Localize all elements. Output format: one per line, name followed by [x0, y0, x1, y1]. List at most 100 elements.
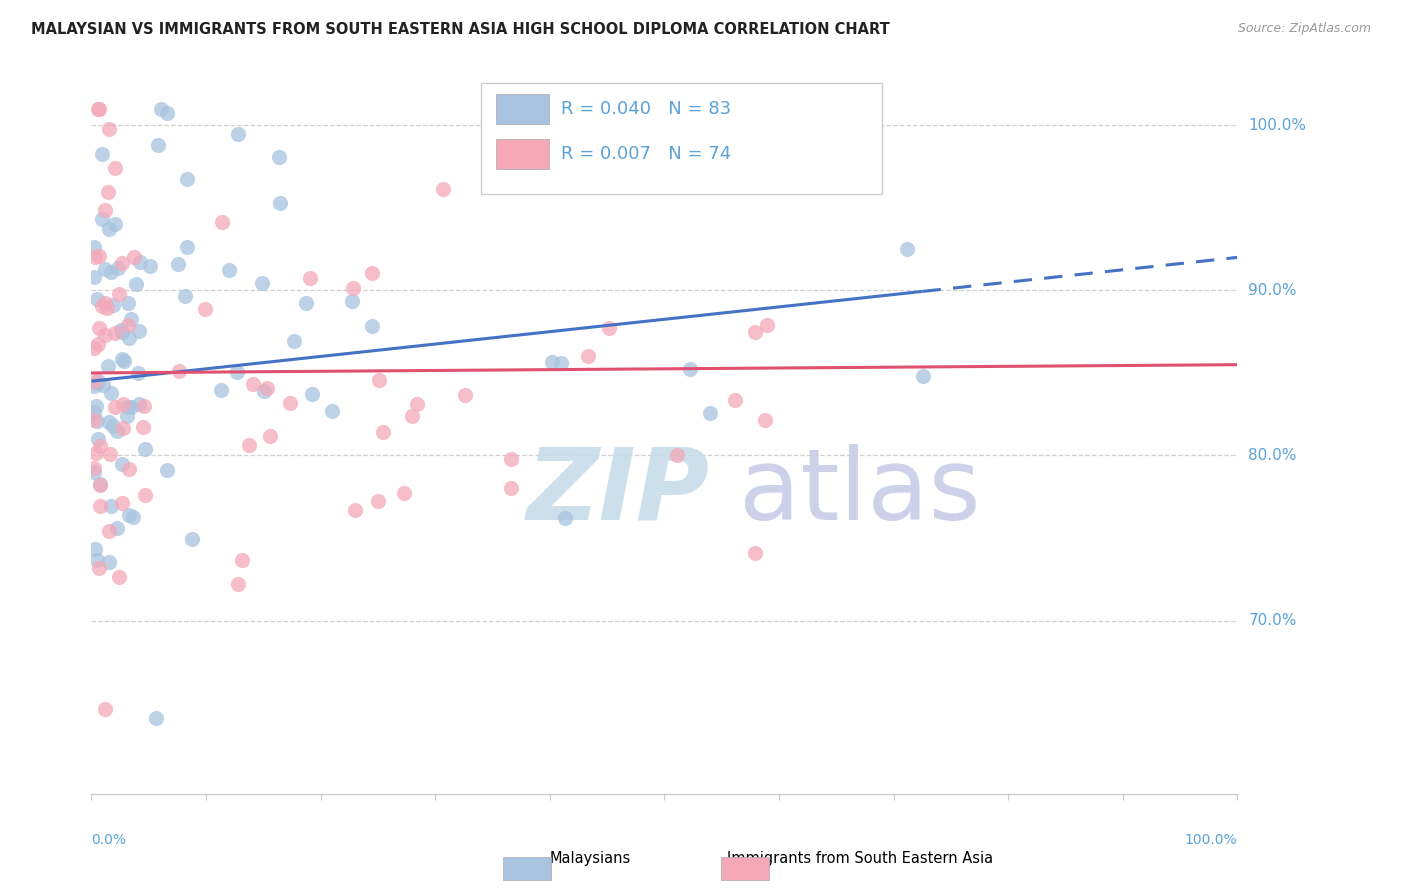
Point	[295, 296, 318, 310]
Point	[269, 196, 291, 211]
Point	[87, 375, 110, 389]
Point	[145, 711, 167, 725]
Point	[111, 457, 134, 471]
Point	[94, 203, 117, 218]
Point	[598, 321, 620, 335]
Point	[127, 366, 149, 380]
FancyBboxPatch shape	[496, 139, 548, 169]
Point	[166, 257, 188, 271]
Point	[122, 250, 145, 264]
Point	[111, 256, 134, 270]
Point	[211, 215, 233, 229]
Point	[103, 326, 125, 340]
Text: 100.0%: 100.0%	[1185, 833, 1237, 847]
Point	[755, 318, 778, 332]
Point	[86, 553, 108, 567]
Point	[342, 281, 364, 295]
Point	[83, 541, 105, 556]
Text: 0.0%: 0.0%	[91, 833, 127, 847]
Point	[83, 379, 105, 393]
Point	[104, 161, 127, 175]
Point	[321, 404, 343, 418]
Point	[180, 532, 202, 546]
Point	[134, 488, 156, 502]
Point	[84, 400, 107, 414]
Point	[111, 397, 134, 411]
Point	[256, 381, 278, 395]
Point	[91, 211, 114, 226]
Point	[101, 298, 124, 312]
Point	[167, 364, 190, 378]
Point	[96, 301, 118, 315]
Point	[128, 324, 150, 338]
Point	[744, 546, 766, 560]
Point	[371, 425, 394, 439]
Point	[100, 500, 122, 514]
Point	[84, 445, 107, 459]
Point	[832, 102, 855, 116]
Point	[118, 331, 141, 345]
Point	[344, 502, 367, 516]
Point	[699, 406, 721, 420]
Point	[97, 359, 120, 374]
Point	[112, 354, 135, 368]
Point	[301, 386, 323, 401]
Point	[242, 377, 264, 392]
Point	[134, 442, 156, 457]
Text: 70.0%: 70.0%	[1249, 613, 1296, 628]
Point	[105, 521, 128, 535]
Point	[83, 240, 105, 254]
Point	[342, 293, 364, 308]
Point	[100, 264, 122, 278]
Point	[209, 384, 232, 398]
Point	[613, 116, 636, 130]
Point	[83, 405, 105, 419]
Point	[91, 378, 114, 392]
Point	[226, 576, 249, 591]
Point	[360, 319, 382, 334]
Point	[94, 296, 117, 310]
Point	[117, 401, 139, 415]
Point	[111, 496, 134, 510]
Point	[89, 477, 111, 491]
Point	[713, 121, 735, 136]
Point	[105, 424, 128, 438]
Point	[173, 289, 195, 303]
Point	[554, 510, 576, 524]
Point	[111, 351, 134, 366]
Point	[87, 321, 110, 335]
Point	[283, 334, 305, 348]
Point	[129, 255, 152, 269]
Point	[117, 296, 139, 310]
Point	[176, 172, 198, 186]
Point	[401, 409, 423, 424]
Point	[252, 277, 274, 291]
Point	[94, 702, 117, 716]
Point	[501, 481, 523, 495]
Point	[108, 569, 131, 583]
Point	[298, 271, 321, 285]
Point	[83, 465, 105, 479]
Point	[98, 415, 121, 429]
Point	[120, 400, 142, 414]
Point	[87, 249, 110, 263]
Point	[83, 270, 105, 285]
Point	[86, 414, 108, 428]
Point	[89, 500, 111, 514]
Point	[110, 323, 132, 337]
Point	[361, 266, 384, 280]
Point	[84, 374, 107, 388]
Point	[225, 365, 247, 379]
Point	[432, 182, 454, 196]
Point	[97, 122, 120, 136]
Text: Source: ZipAtlas.com: Source: ZipAtlas.com	[1237, 22, 1371, 36]
Point	[550, 355, 572, 369]
Point	[911, 369, 934, 384]
Point	[104, 217, 127, 231]
Point	[394, 485, 416, 500]
Point	[176, 240, 198, 254]
Point	[122, 510, 145, 524]
Point	[117, 318, 139, 332]
Point	[744, 326, 766, 340]
Point	[111, 421, 134, 435]
